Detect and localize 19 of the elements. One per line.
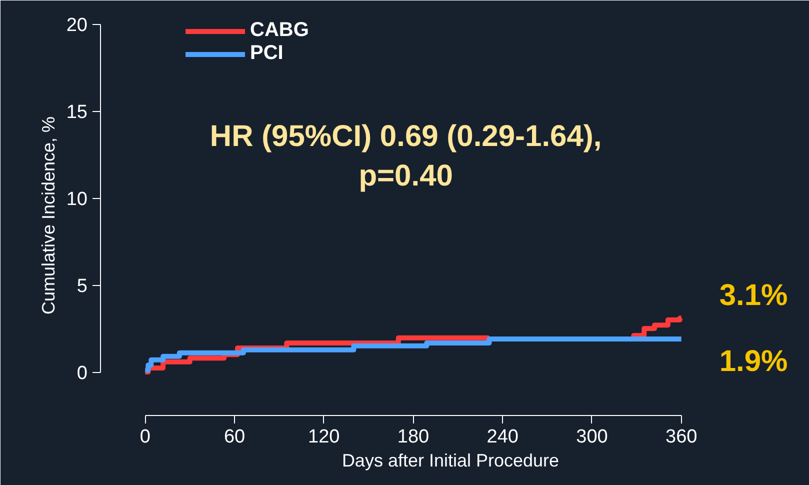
annotation: 3.1% (719, 279, 788, 312)
annotation: HR (95%CI) 0.69 (0.29-1.64), p=0.40 (210, 120, 602, 193)
x-tick-label: 60 (224, 426, 246, 448)
x-tick-label: 300 (576, 426, 608, 448)
x-tick-label: 120 (308, 426, 340, 448)
x-tick-label: 360 (666, 426, 698, 448)
y-tick-label: 0 (76, 363, 88, 384)
y-tick-label: 5 (76, 276, 88, 298)
x-tick-label: 240 (486, 426, 518, 448)
x-tick-label: 180 (397, 426, 430, 448)
y-tick-label: 10 (66, 189, 88, 210)
x-axis-title: Days after Initial Procedure (342, 450, 560, 470)
y-tick-label: 15 (66, 102, 88, 124)
y-tick-label: 20 (66, 15, 88, 36)
annotation: 1.9% (719, 344, 788, 378)
y-axis-title: Cumulative Incidence, % (38, 116, 58, 315)
x-tick-label: 0 (140, 426, 150, 448)
legend-label: CABG (250, 19, 309, 42)
legend-label: PCI (250, 42, 284, 65)
